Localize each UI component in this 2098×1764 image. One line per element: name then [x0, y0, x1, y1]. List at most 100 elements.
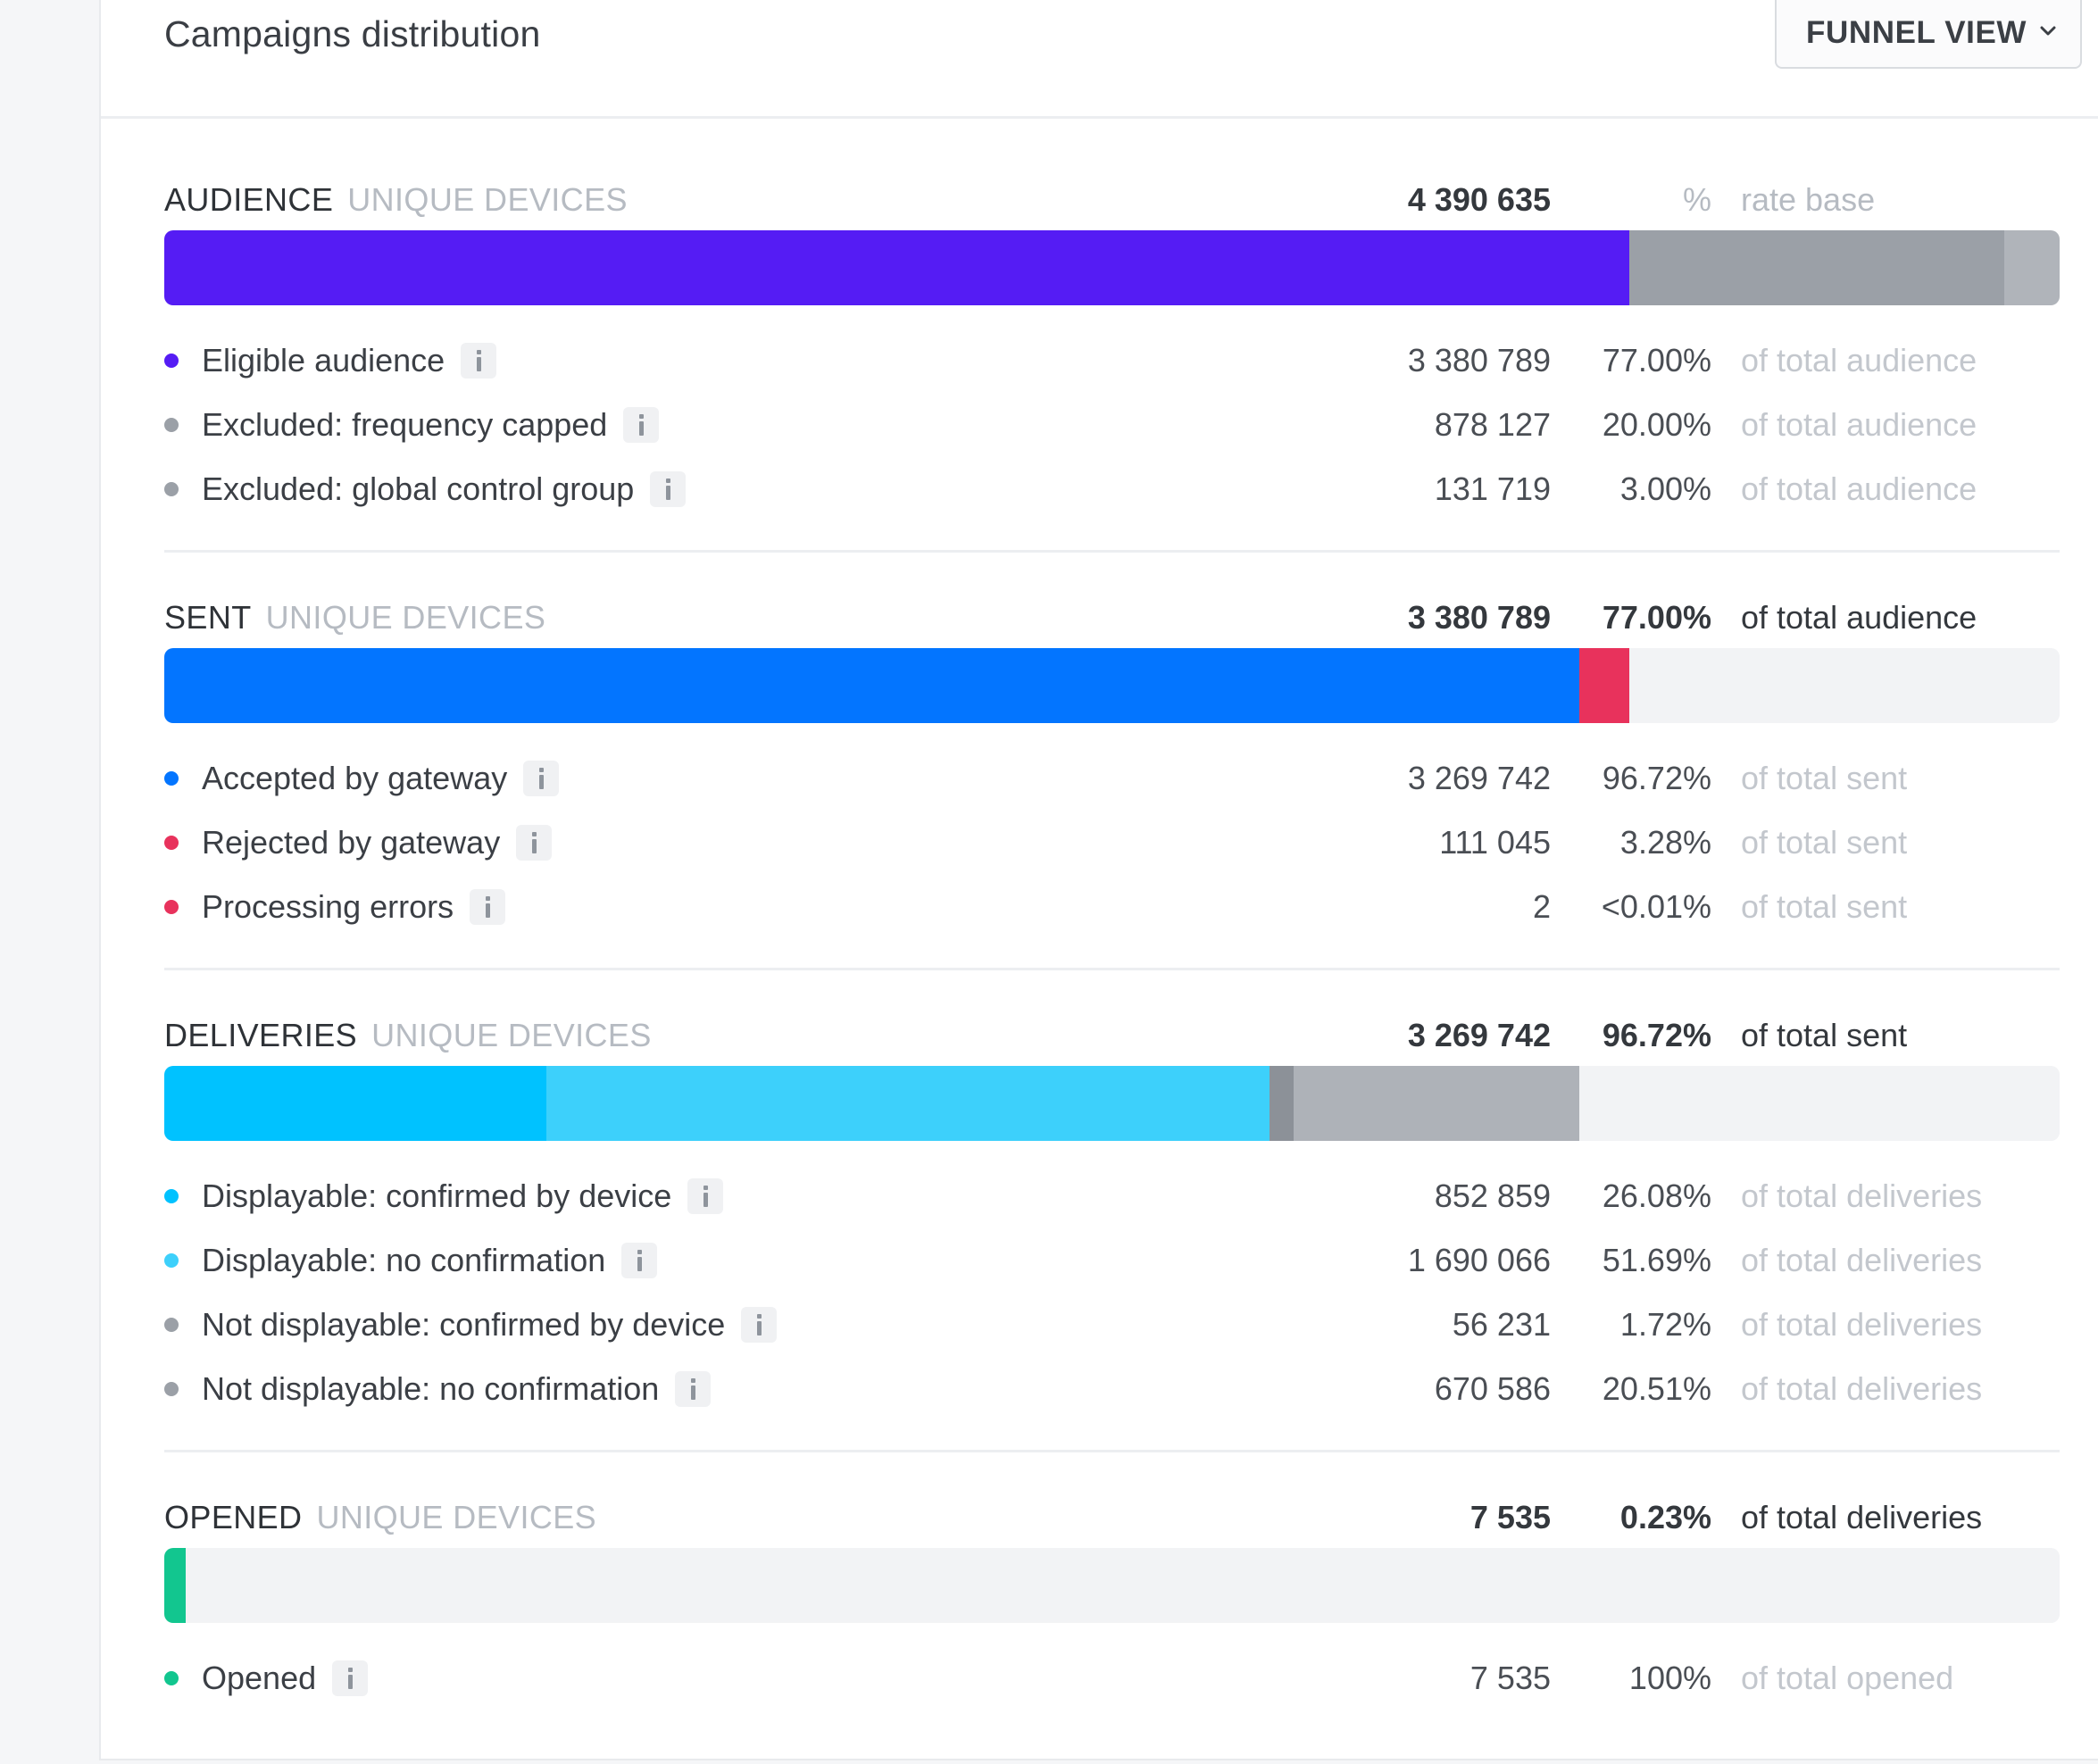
metric-description: of total sent [1741, 760, 1908, 796]
metric-value: 7 535 [1469, 1660, 1551, 1696]
metric-label: Excluded: global control group [202, 467, 687, 512]
info-icon[interactable] [687, 1178, 724, 1214]
metric-percent: 3.00% [1619, 470, 1711, 507]
legend-dot [164, 836, 179, 850]
metric-row: Eligible audience 3 380 789 77.00% of total… [164, 338, 2060, 383]
legend-dot [164, 482, 179, 496]
section-header: AUDIENCE UNIQUE DEVICES 4 390 635 % rate … [164, 178, 2060, 222]
metric-value: 878 127 [1434, 406, 1551, 443]
chevron-down-icon [2040, 26, 2056, 36]
metric-percent: 77.00% [1602, 342, 1711, 379]
metric-row: Displayable: no confirmation 1 690 066 51.… [164, 1238, 2060, 1283]
metric-label-text: Excluded: frequency capped [202, 406, 608, 443]
legend-dot [164, 1382, 179, 1396]
info-icon[interactable] [741, 1307, 778, 1343]
section-header: SENT UNIQUE DEVICES 3 380 789 77.00% of t… [164, 595, 2060, 640]
metric-value: 3 380 789 [1407, 342, 1551, 379]
legend-dot [164, 418, 179, 432]
metric-description: of total opened [1741, 1660, 1954, 1696]
metric-percent: 100% [1628, 1660, 1711, 1696]
metric-description: of total deliveries [1741, 1306, 1983, 1343]
info-icon[interactable] [523, 761, 560, 796]
bar-segment [1293, 1066, 1580, 1141]
metric-label: Accepted by gateway [202, 756, 560, 801]
info-icon[interactable] [621, 1243, 658, 1278]
info-icon[interactable] [332, 1660, 369, 1696]
metric-label: Eligible audience [202, 338, 497, 383]
section-percent: 96.72% [1602, 1017, 1711, 1053]
legend-dot [164, 1189, 179, 1203]
metric-label-text: Eligible audience [202, 342, 445, 379]
info-icon[interactable] [470, 889, 506, 925]
metric-description: of total deliveries [1741, 1370, 1983, 1407]
section-subtitle: UNIQUE DEVICES [265, 599, 546, 636]
section-name: DELIVERIES [164, 1017, 358, 1053]
metric-percent: 96.72% [1602, 760, 1711, 796]
metric-percent: 26.08% [1602, 1177, 1711, 1214]
section-percent: 0.23% [1619, 1499, 1711, 1535]
info-icon[interactable] [675, 1371, 712, 1407]
section-name: AUDIENCE [164, 181, 334, 218]
campaigns-distribution-card: Campaigns distribution FUNNEL VIEW AUDIE… [99, 0, 2098, 1760]
metric-description: of total audience [1741, 470, 1977, 507]
bar-segment [164, 1066, 547, 1141]
metric-row: Not displayable: confirmed by device 56 2… [164, 1302, 2060, 1347]
metric-row: Excluded: global control group 131 719 3.0… [164, 467, 2060, 512]
metric-label-text: Displayable: no confirmation [202, 1242, 606, 1278]
section-header: DELIVERIES UNIQUE DEVICES 3 269 742 96.72… [164, 1013, 2060, 1058]
legend-dot [164, 1671, 179, 1685]
section-description: of total audience [1741, 599, 1977, 636]
card-header: Campaigns distribution FUNNEL VIEW [101, 0, 2098, 119]
section-subtitle: UNIQUE DEVICES [347, 181, 628, 218]
metric-label: Excluded: frequency capped [202, 403, 660, 447]
opened-bar [164, 1548, 2060, 1623]
info-icon[interactable] [461, 343, 497, 379]
metric-label-text: Not displayable: no confirmation [202, 1370, 660, 1407]
section-description: of total sent [1741, 1017, 1908, 1053]
section-total: 7 535 [1469, 1499, 1551, 1535]
metric-row: Displayable: confirmed by device 852 859 2… [164, 1174, 2060, 1219]
info-icon[interactable] [516, 825, 553, 861]
section-title: OPENED UNIQUE DEVICES [164, 1495, 596, 1540]
metric-label-text: Accepted by gateway [202, 760, 508, 796]
metric-value: 111 045 [1439, 824, 1551, 861]
metric-description: of total sent [1741, 824, 1908, 861]
funnel-view-dropdown[interactable]: FUNNEL VIEW [1775, 0, 2082, 69]
metric-value: 1 690 066 [1407, 1242, 1551, 1278]
metric-row: Processing errors 2 <0.01% of total sent [164, 885, 2060, 929]
metric-label-text: Not displayable: confirmed by device [202, 1306, 726, 1343]
section-deliveries: DELIVERIES UNIQUE DEVICES 3 269 742 96.72… [164, 1013, 2060, 1424]
section-percent: % [1682, 181, 1711, 218]
section-percent: 77.00% [1602, 599, 1711, 636]
bar-segment [1579, 648, 1629, 723]
legend-dot [164, 354, 179, 368]
metric-label: Not displayable: no confirmation [202, 1367, 712, 1411]
legend-dot [164, 1318, 179, 1332]
divider [164, 968, 2060, 970]
audience-bar [164, 230, 2060, 305]
bar-segment [1269, 1066, 1294, 1141]
metric-label: Rejected by gateway [202, 820, 553, 865]
metric-label: Displayable: no confirmation [202, 1238, 658, 1283]
section-subtitle: UNIQUE DEVICES [371, 1017, 652, 1053]
metric-percent: 3.28% [1619, 824, 1711, 861]
bar-segment [164, 648, 1580, 723]
metric-percent: 1.72% [1619, 1306, 1711, 1343]
bar-segment [185, 1548, 2060, 1623]
divider [164, 1450, 2060, 1452]
section-name: OPENED [164, 1499, 303, 1535]
metric-description: of total deliveries [1741, 1177, 1983, 1214]
bar-segment [1579, 1066, 2060, 1141]
funnel-view-label: FUNNEL VIEW [1806, 15, 2027, 50]
section-title: DELIVERIES UNIQUE DEVICES [164, 1013, 652, 1058]
info-icon[interactable] [650, 471, 687, 507]
metric-label: Displayable: confirmed by device [202, 1174, 724, 1219]
bar-segment [546, 1066, 1270, 1141]
info-icon[interactable] [623, 407, 660, 443]
section-audience: AUDIENCE UNIQUE DEVICES 4 390 635 % rate … [164, 178, 2060, 526]
bar-segment [1628, 230, 2005, 305]
metric-description: of total deliveries [1741, 1242, 1983, 1278]
deliveries-bar [164, 1066, 2060, 1141]
legend-dot [164, 771, 179, 786]
section-subtitle: UNIQUE DEVICES [316, 1499, 597, 1535]
